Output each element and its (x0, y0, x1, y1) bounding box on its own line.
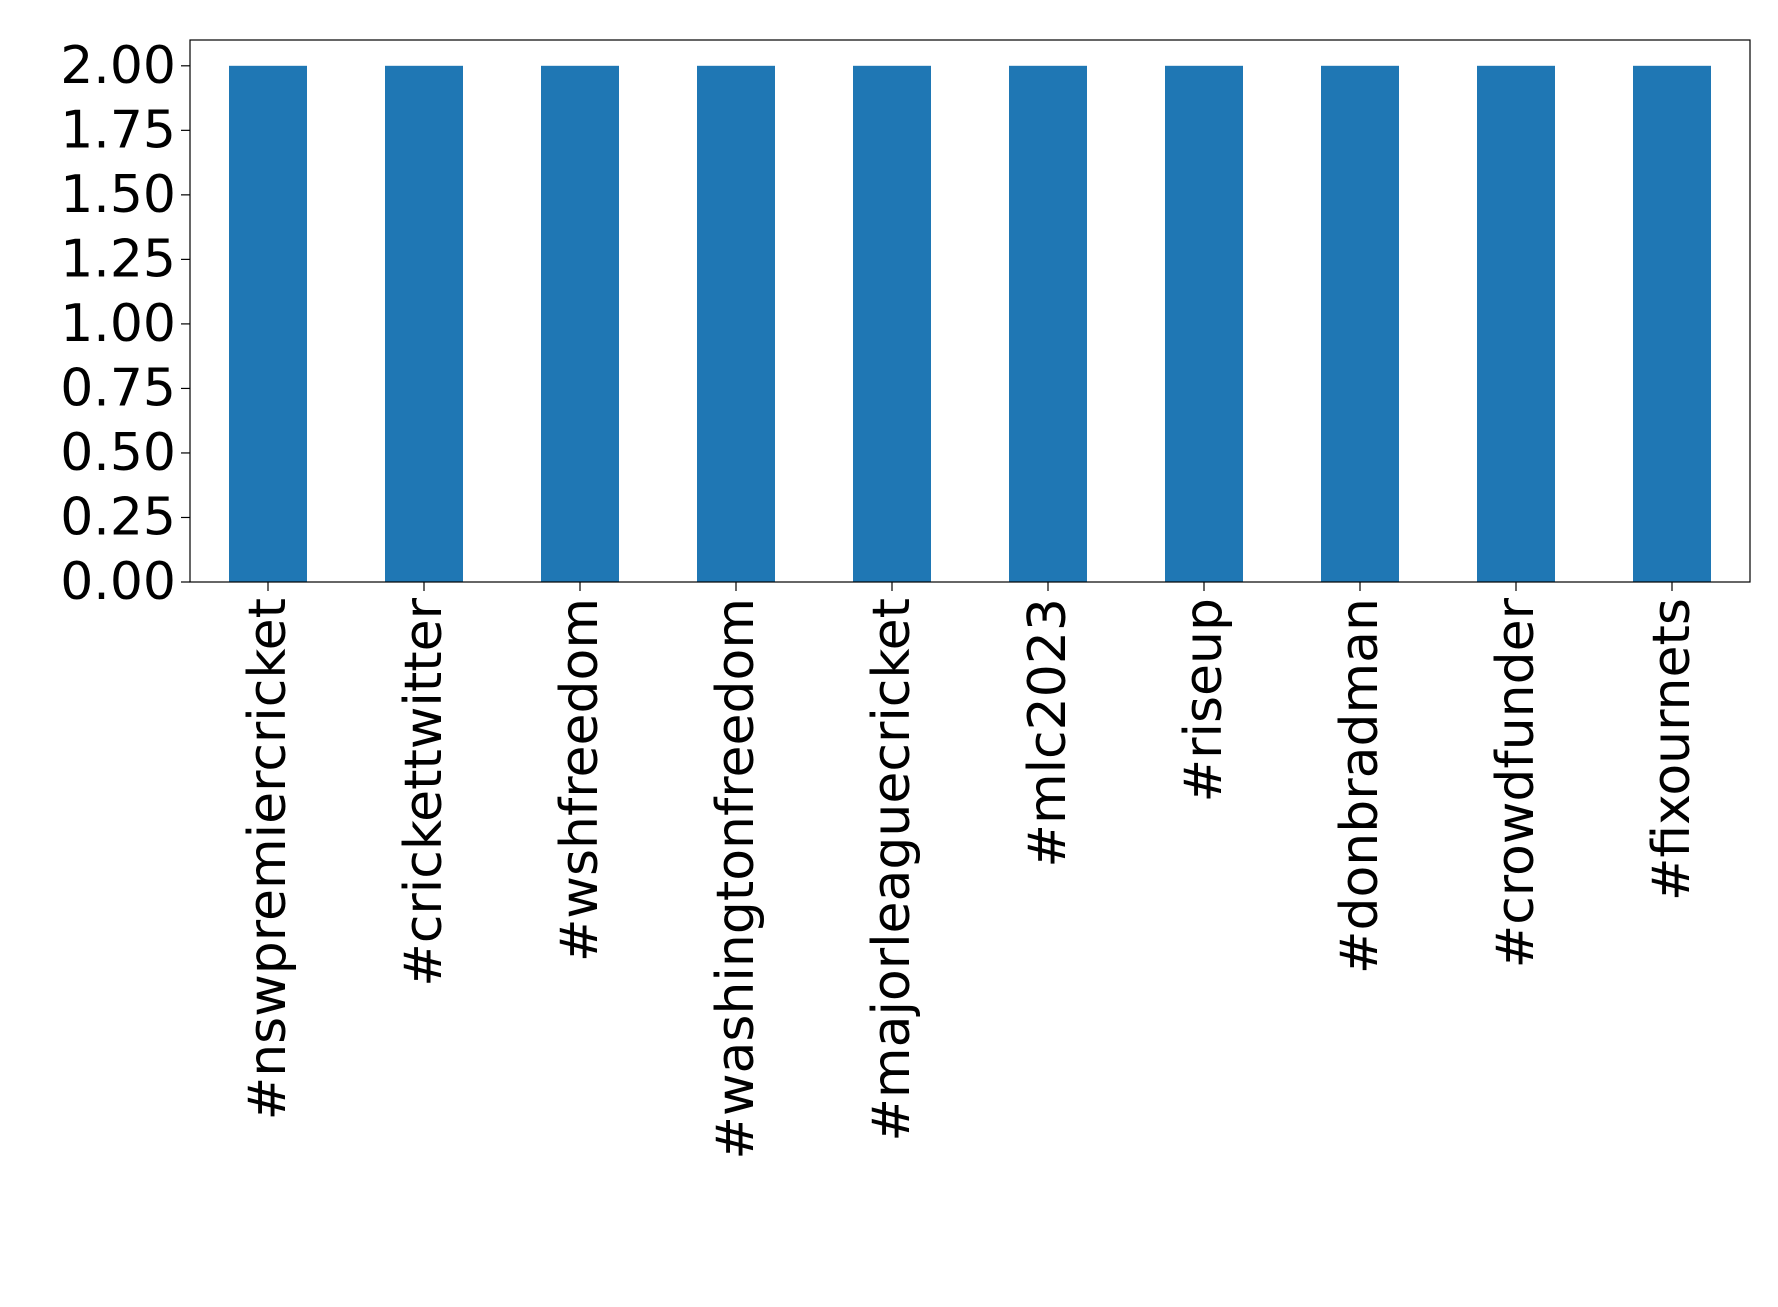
y-tick-label: 1.25 (60, 229, 176, 289)
y-tick-label: 1.00 (60, 294, 176, 354)
x-axis: #nswpremiercricket #crickettwitter #wshfre… (238, 582, 1702, 1160)
x-tick-label: #crickettwitter (394, 597, 454, 986)
x-tick-label: #mlc2023 (1018, 598, 1078, 868)
y-tick-label: 0.25 (60, 487, 176, 547)
bar (1321, 65, 1399, 583)
bar (1165, 65, 1243, 583)
bars-layer (229, 65, 1711, 583)
bar (229, 65, 307, 583)
y-tick-label: 0.00 (60, 552, 176, 612)
bar (1633, 65, 1711, 583)
x-tick-label: #crowdfunder (1486, 597, 1546, 968)
x-tick-label: #donbradman (1330, 598, 1390, 974)
x-tick-label: #riseup (1174, 598, 1234, 802)
y-tick-label: 2.00 (60, 36, 176, 96)
bar (541, 65, 619, 583)
y-axis: 0.000.250.500.751.001.251.501.752.00 (60, 36, 190, 612)
bar (385, 65, 463, 583)
x-tick-label: #majorleaguecricket (862, 598, 922, 1142)
x-tick-label: #washingtonfreedom (706, 598, 766, 1160)
y-tick-label: 0.50 (60, 423, 176, 483)
bar (853, 65, 931, 583)
bar (1009, 65, 1087, 583)
x-tick-label: #fixournets (1642, 598, 1702, 901)
bar (1477, 65, 1555, 583)
plot-frame (189, 39, 1751, 583)
y-tick-label: 1.75 (60, 100, 176, 160)
y-tick-label: 0.75 (60, 358, 176, 418)
bar (697, 65, 775, 583)
y-tick-label: 1.50 (60, 165, 176, 225)
x-tick-label: #nswpremiercricket (238, 598, 298, 1120)
x-tick-label: #wshfreedom (550, 598, 610, 962)
